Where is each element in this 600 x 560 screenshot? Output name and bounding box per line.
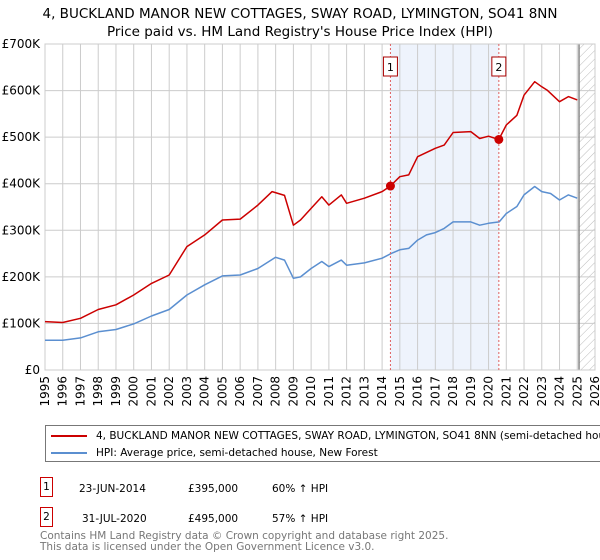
x-tick-label: 2022 [517, 376, 531, 407]
legend-swatch-property [51, 435, 87, 437]
sale-hpi: 60% ↑ HPI [272, 483, 329, 495]
sale-label-text: 2 [495, 61, 502, 74]
future-hatch [579, 44, 595, 370]
x-tick-label: 2017 [428, 376, 442, 407]
x-tick-label: 1998 [91, 376, 105, 407]
plot-border [44, 43, 596, 371]
x-tick-label: 1996 [56, 376, 70, 407]
legend-item-hpi: HPI: Average price, semi-detached house,… [51, 447, 378, 459]
footer-copyright: Contains HM Land Registry data © Crown c… [40, 530, 449, 542]
x-tick-label: 2019 [464, 376, 478, 407]
sale-hpi: 57% ↑ HPI [272, 513, 329, 525]
sale-label-box [382, 56, 398, 77]
sale-price: £395,000 [188, 483, 239, 495]
x-tick-label: 2024 [553, 376, 567, 407]
x-tick-label: 2011 [322, 376, 336, 407]
sale-marker-label: 2 [40, 507, 53, 527]
x-tick-label: 2023 [535, 376, 549, 407]
footer-licence: This data is licensed under the Open Gov… [40, 541, 375, 553]
plot-background [45, 44, 595, 370]
legend-item-property: 4, BUCKLAND MANOR NEW COTTAGES, SWAY ROA… [51, 430, 600, 442]
sale-label-text: 1 [387, 61, 394, 74]
x-tick-label: 1995 [38, 376, 52, 407]
x-tick-label: 2004 [198, 376, 212, 407]
x-tick-label: 2006 [233, 376, 247, 407]
x-tick-label: 2000 [127, 376, 141, 407]
x-tick-label: 2009 [286, 376, 300, 407]
x-tick-label: 2002 [162, 376, 176, 407]
x-tick-label: 2015 [393, 376, 407, 407]
y-tick-label: £0 [25, 363, 40, 377]
y-tick-label: £100K [2, 316, 42, 330]
y-tick-label: £500K [2, 130, 42, 144]
legend-label-hpi: HPI: Average price, semi-detached house,… [96, 447, 378, 459]
x-tick-label: 2005 [215, 376, 229, 407]
x-tick-label: 2014 [375, 376, 389, 407]
chart-subtitle: Price paid vs. HM Land Registry's House … [107, 24, 493, 40]
hpi-line [45, 185, 578, 341]
x-tick-label: 2007 [251, 376, 265, 407]
legend-label-property: 4, BUCKLAND MANOR NEW COTTAGES, SWAY ROA… [96, 430, 600, 442]
sale-point [494, 134, 504, 144]
x-tick-label: 2016 [411, 376, 425, 407]
sale-date: 23-JUN-2014 [79, 483, 146, 495]
sale-date: 31-JUL-2020 [82, 513, 147, 525]
x-tick-label: 2025 [570, 376, 584, 407]
sale-price: £495,000 [188, 513, 239, 525]
chart-title: 4, BUCKLAND MANOR NEW COTTAGES, SWAY ROA… [42, 6, 558, 22]
y-tick-label: £600K [2, 84, 42, 98]
legend-swatch-hpi [51, 452, 87, 454]
x-tick-label: 2018 [446, 376, 460, 407]
x-tick-label: 2012 [340, 376, 354, 407]
x-tick-label: 1999 [109, 376, 123, 407]
sale-label-box [491, 56, 507, 77]
footer: Contains HM Land Registry data © Crown c… [40, 531, 448, 553]
x-tick-label: 2001 [144, 376, 158, 407]
y-tick-label: £700K [2, 37, 42, 51]
plot-area: 1995 1996 1997 1998 1999 2000 2001 2002 2003 2004… [2, 37, 600, 407]
y-tick-label: £400K [2, 177, 42, 191]
sale-point [385, 181, 395, 191]
sale-marker-label: 1 [40, 477, 53, 497]
x-tick-label: 2008 [269, 376, 283, 407]
legend: 4, BUCKLAND MANOR NEW COTTAGES, SWAY ROA… [45, 425, 600, 462]
property-price-line [44, 80, 578, 324]
x-tick-label: 2003 [180, 376, 194, 407]
x-tick-label: 2026 [588, 376, 600, 407]
x-tick-label: 2021 [499, 376, 513, 407]
ownership-shade [390, 44, 499, 370]
y-tick-label: £200K [2, 270, 42, 284]
x-tick-label: 2013 [357, 376, 371, 407]
x-tick-label: 1997 [73, 376, 87, 407]
y-tick-label: £300K [2, 223, 42, 237]
x-tick-label: 2010 [304, 376, 318, 407]
x-tick-label: 2020 [482, 376, 496, 407]
